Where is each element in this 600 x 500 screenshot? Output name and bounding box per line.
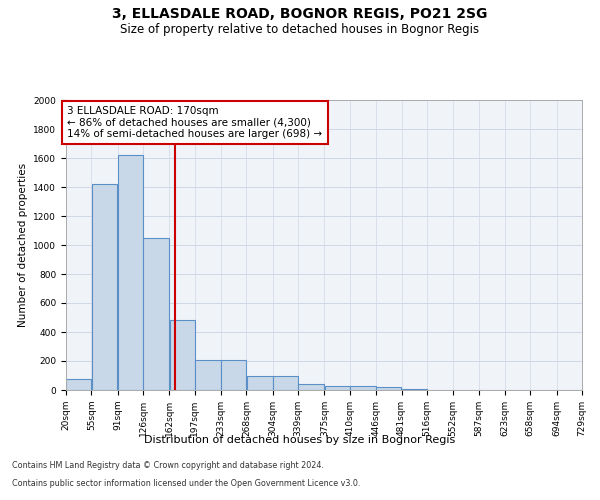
Text: Contains public sector information licensed under the Open Government Licence v3: Contains public sector information licen… [12, 478, 361, 488]
Bar [118, 155, 143, 390]
Bar [221, 360, 247, 390]
Bar [273, 376, 298, 390]
Bar [247, 376, 272, 390]
Bar [325, 386, 350, 390]
Bar [401, 388, 427, 390]
Text: 3 ELLASDALE ROAD: 170sqm
← 86% of detached houses are smaller (4,300)
14% of sem: 3 ELLASDALE ROAD: 170sqm ← 86% of detach… [67, 106, 323, 139]
Text: Contains HM Land Registry data © Crown copyright and database right 2024.: Contains HM Land Registry data © Crown c… [12, 461, 324, 470]
Text: 3, ELLASDALE ROAD, BOGNOR REGIS, PO21 2SG: 3, ELLASDALE ROAD, BOGNOR REGIS, PO21 2S… [112, 8, 488, 22]
Y-axis label: Number of detached properties: Number of detached properties [18, 163, 28, 327]
Bar [143, 238, 169, 390]
Bar [350, 386, 376, 390]
Bar [376, 387, 401, 390]
Text: Distribution of detached houses by size in Bognor Regis: Distribution of detached houses by size … [145, 435, 455, 445]
Bar [298, 384, 324, 390]
Bar [195, 360, 221, 390]
Bar [92, 184, 118, 390]
Bar [66, 379, 91, 390]
Bar [170, 320, 194, 390]
Text: Size of property relative to detached houses in Bognor Regis: Size of property relative to detached ho… [121, 22, 479, 36]
